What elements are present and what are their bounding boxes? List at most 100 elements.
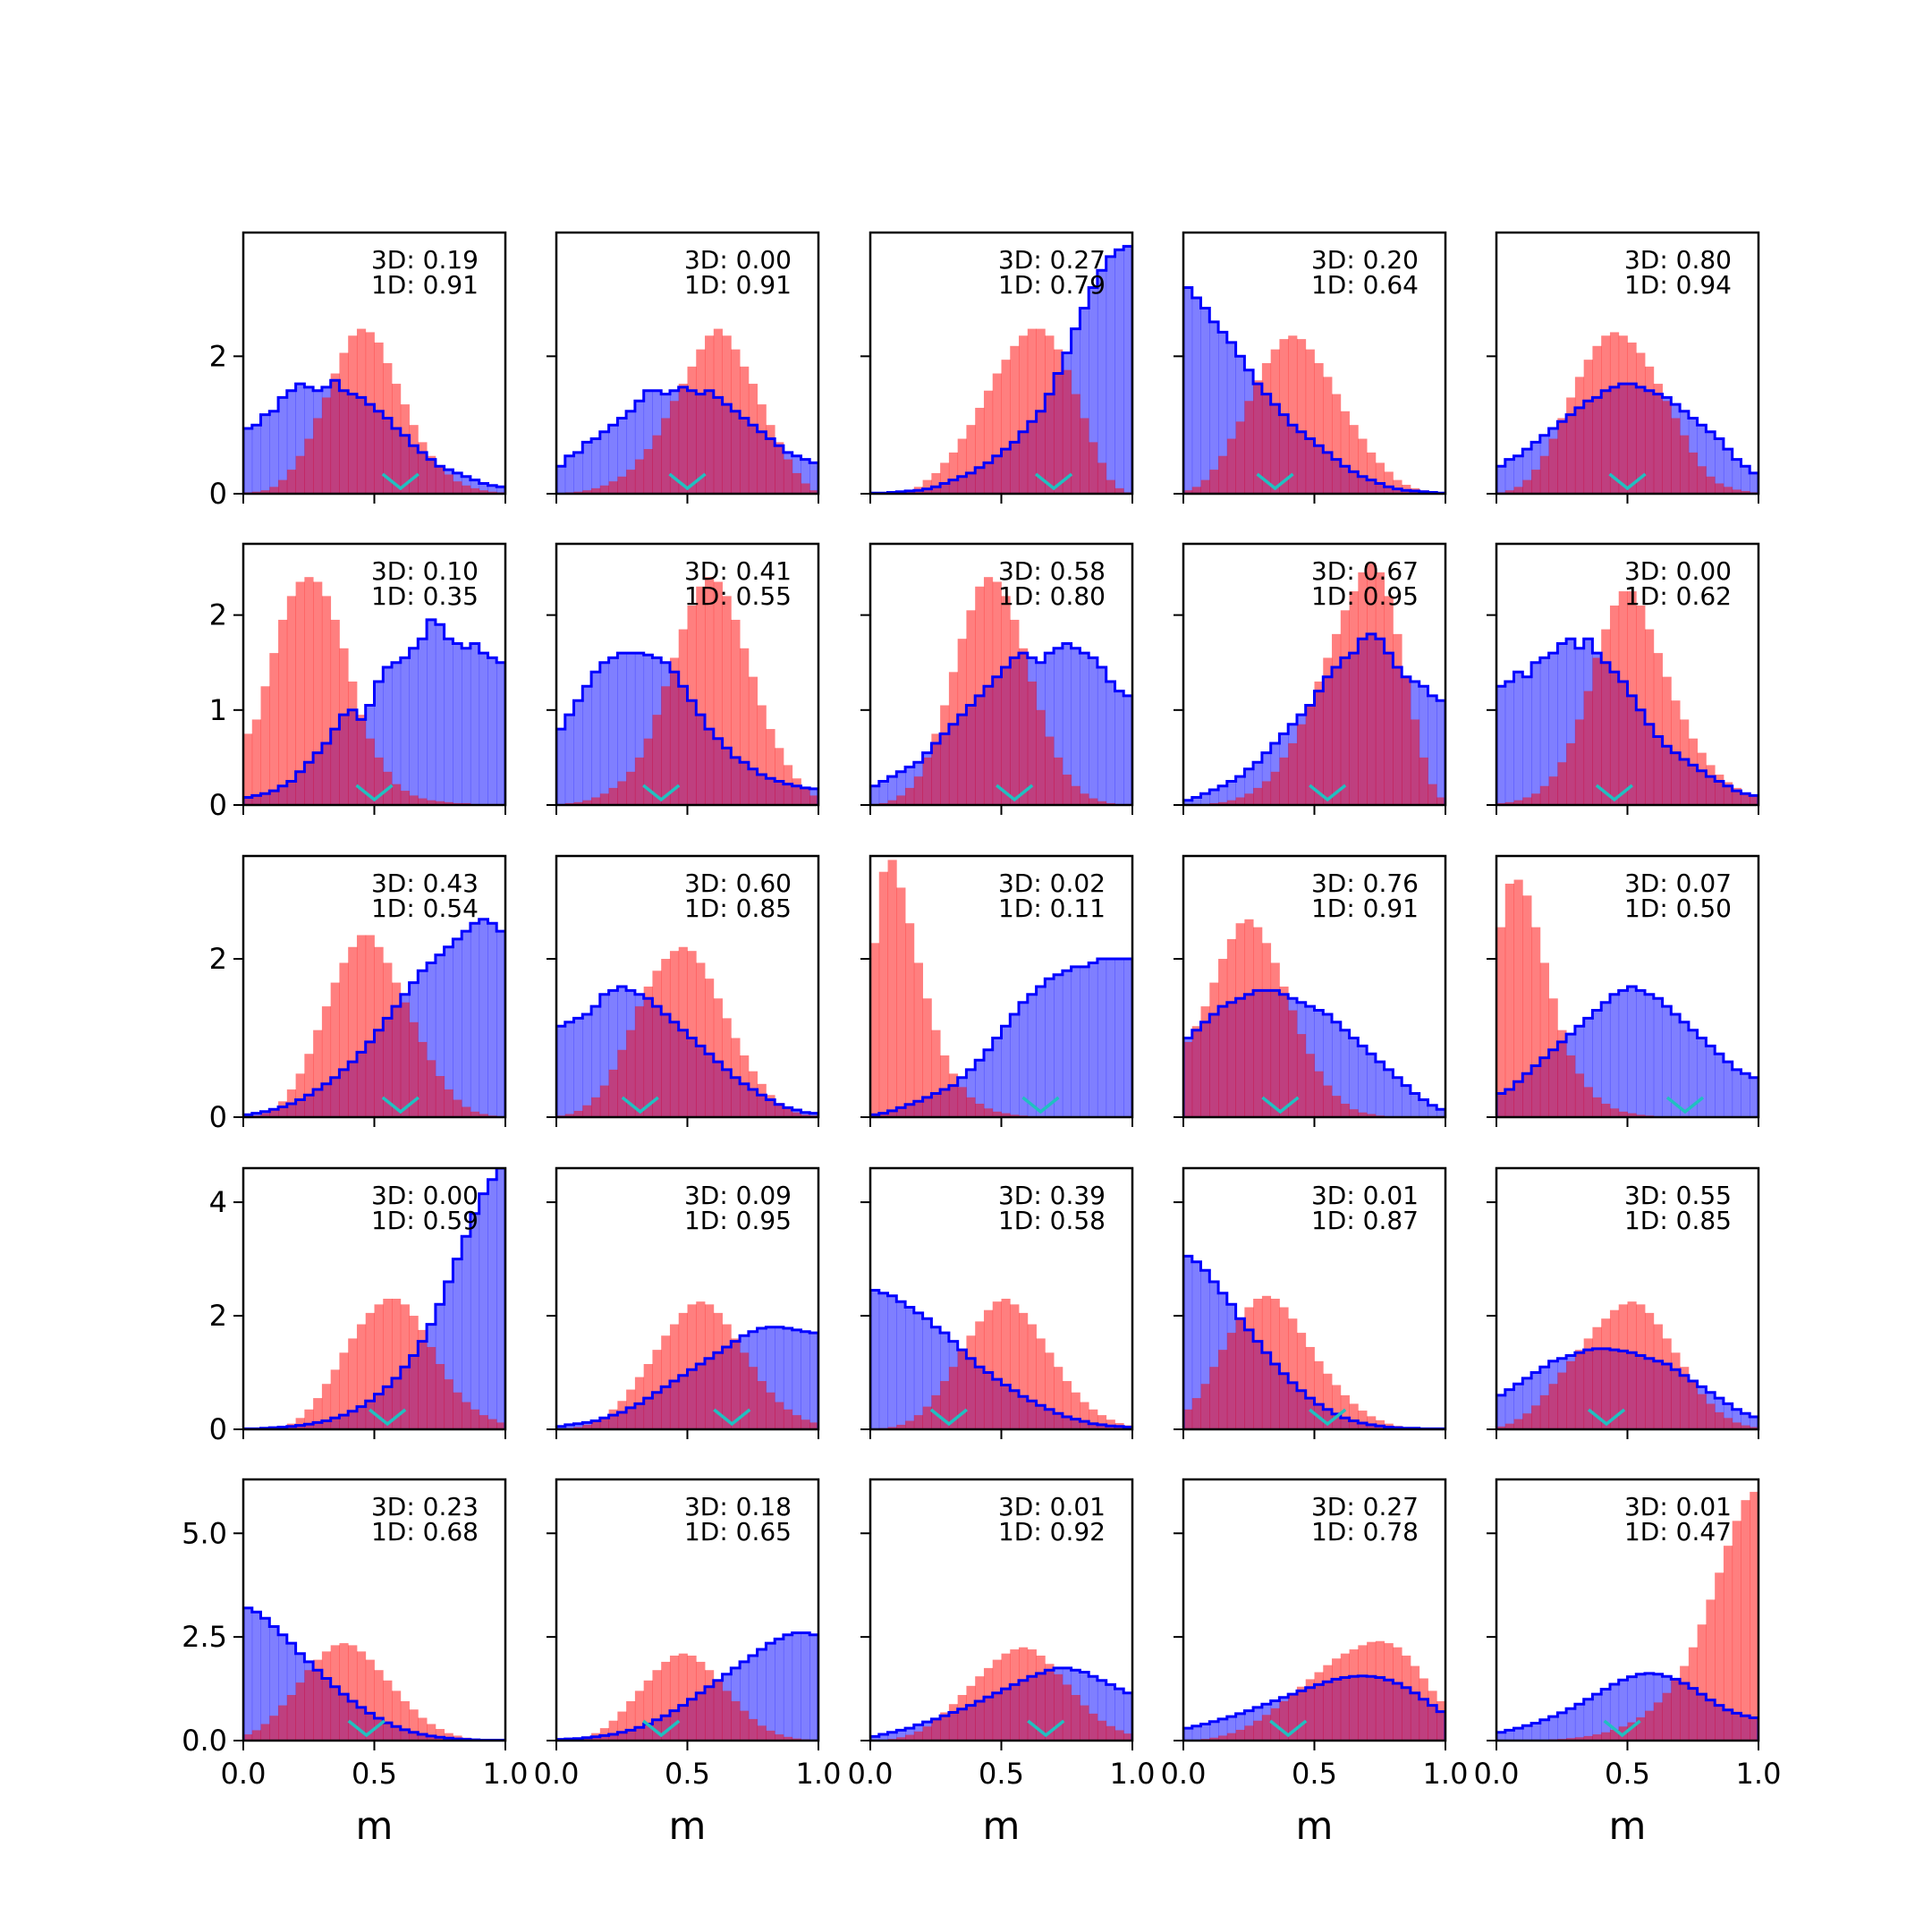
- annotation-1d: 1D: 0.55: [684, 581, 792, 611]
- red-bar: [278, 479, 288, 494]
- red-bar: [304, 1054, 314, 1117]
- panel-plot-area: [1183, 919, 1445, 1117]
- red-bar: [1636, 606, 1646, 805]
- red-bar: [766, 425, 775, 494]
- x-tick-label: 0.0: [534, 1757, 580, 1791]
- red-bar: [652, 970, 662, 1117]
- red-bar: [487, 1419, 497, 1429]
- true-value-marker: [1595, 784, 1633, 802]
- blue-bar: [896, 771, 906, 805]
- red-bar: [1504, 801, 1514, 805]
- blue-bar: [599, 431, 609, 494]
- annotation-1d: 1D: 0.35: [371, 581, 479, 611]
- red-bar: [1010, 1649, 1020, 1741]
- annotation-3d: 3D: 0.80: [1624, 245, 1732, 275]
- red-bar: [1226, 1733, 1236, 1741]
- red-bar: [1089, 1713, 1098, 1741]
- blue-bar: [573, 452, 583, 494]
- blue-bar: [809, 1333, 818, 1429]
- blue-bar: [599, 662, 609, 805]
- red-bar: [1715, 483, 1724, 494]
- red-bar: [1296, 1686, 1307, 1741]
- red-bar: [1741, 1500, 1750, 1741]
- red-bar: [1261, 1295, 1272, 1429]
- x-tick-label: 0.0: [1474, 1757, 1520, 1791]
- x-axis-label: m: [356, 1804, 394, 1849]
- red-bar: [775, 748, 784, 805]
- blue-bar: [435, 624, 445, 805]
- red-bar: [321, 596, 332, 805]
- red-bar: [365, 935, 375, 1117]
- red-bar: [1531, 1405, 1541, 1429]
- blue-step-outline: [870, 1666, 1132, 1741]
- red-bar: [1715, 1411, 1724, 1429]
- red-bar: [1688, 452, 1699, 494]
- red-bar: [1428, 784, 1437, 805]
- red-bar: [330, 1645, 340, 1741]
- red-bar: [731, 619, 741, 805]
- red-bar: [766, 1095, 775, 1117]
- blue-bar: [975, 1060, 985, 1117]
- red-bar: [1393, 633, 1402, 805]
- red-bar: [409, 795, 419, 805]
- red-bar: [444, 1379, 453, 1429]
- blue-bar: [801, 1632, 810, 1741]
- red-bar: [1566, 1360, 1576, 1429]
- red-bar: [652, 435, 662, 494]
- red-bar: [1531, 927, 1541, 1117]
- panel-plot-area: [1183, 1254, 1445, 1429]
- red-bar: [1609, 332, 1620, 494]
- blue-bar: [1200, 308, 1210, 494]
- red-bar: [1557, 762, 1567, 805]
- red-bar: [1601, 1732, 1611, 1741]
- red-bar: [1645, 366, 1655, 494]
- red-bar: [392, 384, 402, 494]
- annotation-3d: 3D: 0.01: [1311, 1181, 1419, 1210]
- red-bar: [1367, 452, 1377, 494]
- blue-bar: [1706, 1046, 1716, 1117]
- blue-bar: [617, 418, 627, 494]
- blue-bar: [887, 1732, 897, 1741]
- annotation-3d: 3D: 0.27: [1311, 1492, 1419, 1521]
- red-bar: [470, 1111, 480, 1117]
- annotation-3d: 3D: 0.23: [371, 1492, 479, 1521]
- red-bar: [1235, 797, 1245, 805]
- red-bar: [1340, 1394, 1350, 1429]
- panel-plot-area: [1183, 286, 1445, 494]
- red-bar: [1123, 1733, 1132, 1741]
- blue-bar: [1001, 1026, 1011, 1117]
- blue-step-outline: [243, 1606, 505, 1741]
- red-bar: [304, 1670, 314, 1741]
- blue-bar: [1645, 994, 1655, 1117]
- x-tick-label: 1.0: [796, 1757, 842, 1791]
- red-bar: [801, 1419, 810, 1429]
- red-bar: [1279, 1307, 1289, 1429]
- blue-bar: [801, 459, 810, 494]
- red-bar: [1609, 606, 1620, 805]
- red-bar: [748, 1367, 758, 1429]
- blue-bar: [748, 1655, 758, 1741]
- blue-bar: [479, 1193, 488, 1429]
- red-bar: [617, 476, 627, 494]
- panel-plot-area: [556, 328, 818, 494]
- red-bar: [1592, 1097, 1602, 1117]
- red-bar: [957, 1087, 967, 1117]
- annotation-3d: 3D: 0.67: [1311, 556, 1419, 586]
- blue-bar: [1574, 1026, 1585, 1117]
- blue-bar: [1680, 1021, 1690, 1117]
- blue-step-outline: [556, 1326, 818, 1429]
- red-bar: [243, 1734, 253, 1741]
- red-bar: [1191, 487, 1201, 494]
- blue-bar: [1045, 979, 1055, 1117]
- red-bar: [1531, 470, 1541, 494]
- blue-bar: [564, 715, 574, 805]
- red-bar: [975, 1676, 985, 1741]
- true-value-marker: [668, 472, 707, 491]
- red-bar: [462, 485, 471, 494]
- red-bar: [1375, 1640, 1385, 1741]
- red-bar: [1557, 418, 1567, 494]
- red-bar: [1566, 1055, 1576, 1117]
